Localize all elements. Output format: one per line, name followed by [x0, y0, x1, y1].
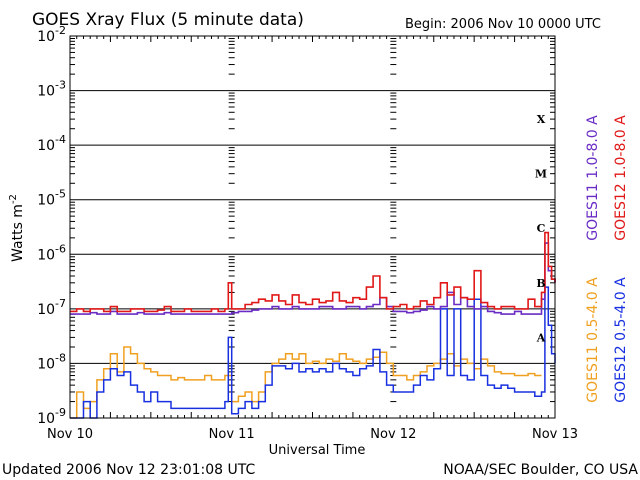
y-tick-base: 10 — [37, 247, 55, 263]
y-tick-label-2: 10-4 — [37, 133, 66, 154]
legend-label-0: GOES11 1.0-8.0 A — [585, 115, 601, 241]
y-tick-exponent: -5 — [55, 188, 66, 201]
flare-class-a: A — [536, 331, 546, 344]
chart-title: GOES Xray Flux (5 minute data) — [32, 10, 304, 30]
legend-label-2: GOES11 0.5-4.0 A — [585, 277, 601, 403]
x-axis-tick-labels: Nov 10 Nov 11 Nov 12 Nov 13 — [47, 427, 578, 442]
y-axis-label-exponent: -2 — [8, 194, 19, 204]
legend-entry-3: GOES12 0.5-4.0 A — [613, 277, 629, 403]
legend-entry-1: GOES12 1.0-8.0 A — [613, 115, 629, 241]
y-tick-base: 10 — [37, 411, 55, 427]
y-tick-base: 10 — [37, 193, 55, 209]
legend-label-3: GOES12 0.5-4.0 A — [613, 277, 629, 403]
y-tick-base: 10 — [37, 138, 55, 154]
y-tick-exponent: -2 — [55, 24, 66, 37]
footer-source: NOAA/SEC Boulder, CO USA — [443, 462, 638, 478]
y-tick-base: 10 — [37, 356, 55, 372]
series-line-0 — [70, 242, 556, 315]
y-tick-base: 10 — [37, 84, 55, 100]
y-axis-tick-labels: 10-210-310-410-510-610-710-810-9 — [37, 24, 66, 427]
y-tick-base: 10 — [37, 302, 55, 318]
y-tick-exponent: -7 — [55, 297, 66, 310]
svg-text:Watts m-2: Watts m-2 — [8, 194, 26, 262]
y-tick-label-7: 10-9 — [37, 406, 66, 427]
legend-entry-2: GOES11 0.5-4.0 A — [585, 277, 601, 403]
y-tick-label-3: 10-5 — [37, 188, 66, 209]
flare-class-c: C — [537, 222, 546, 235]
y-tick-exponent: -6 — [55, 242, 66, 255]
y-axis-label: Watts m-2 — [8, 194, 26, 262]
begin-time-label: Begin: 2006 Nov 10 0000 UTC — [405, 17, 601, 32]
flare-class-b: B — [536, 277, 545, 290]
x-tick-label-3: Nov 13 — [532, 427, 578, 442]
series-line-1 — [70, 231, 556, 313]
x-axis-label: Universal Time — [269, 443, 366, 458]
flare-class-labels: X M C B A — [535, 113, 547, 344]
series-layer — [70, 231, 556, 419]
flare-class-x: X — [537, 113, 546, 126]
series-line-3 — [70, 286, 556, 419]
flare-class-m: M — [535, 168, 547, 181]
y-tick-label-0: 10-2 — [37, 24, 66, 45]
x-tick-label-0: Nov 10 — [47, 427, 93, 442]
y-tick-exponent: -9 — [55, 406, 66, 419]
y-tick-exponent: -3 — [55, 79, 66, 92]
y-tick-label-1: 10-3 — [37, 79, 66, 100]
y-axis-label-text: Watts m — [10, 204, 26, 262]
y-tick-exponent: -8 — [55, 351, 66, 364]
footer-updated: Updated 2006 Nov 12 23:01:08 UTC — [2, 462, 255, 478]
legend: GOES11 1.0-8.0 A GOES12 1.0-8.0 A GOES11 0… — [585, 115, 629, 403]
legend-label-1: GOES12 1.0-8.0 A — [613, 115, 629, 241]
y-tick-label-6: 10-8 — [37, 351, 66, 372]
plot-frame — [69, 35, 556, 419]
y-tick-base: 10 — [37, 29, 55, 45]
legend-entry-0: GOES11 1.0-8.0 A — [585, 115, 601, 241]
y-tick-exponent: -4 — [55, 133, 66, 146]
y-tick-label-4: 10-6 — [37, 242, 66, 263]
x-tick-label-1: Nov 11 — [209, 427, 255, 442]
series-line-2 — [70, 346, 542, 419]
x-tick-label-2: Nov 12 — [370, 427, 416, 442]
y-tick-label-5: 10-7 — [37, 297, 66, 318]
